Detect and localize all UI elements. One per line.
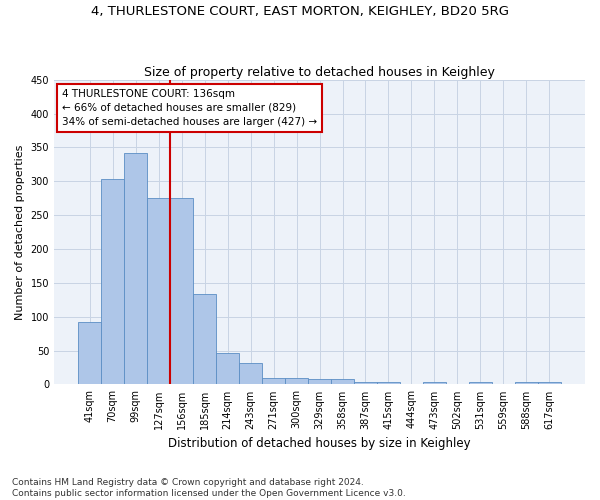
Bar — [515, 382, 538, 384]
Bar — [239, 364, 262, 384]
Text: 4 THURLESTONE COURT: 136sqm
← 66% of detached houses are smaller (829)
34% of se: 4 THURLESTONE COURT: 136sqm ← 66% of det… — [62, 89, 317, 127]
Y-axis label: Number of detached properties: Number of detached properties — [15, 144, 25, 320]
Bar — [216, 352, 239, 384]
Bar — [193, 294, 216, 384]
Bar — [170, 198, 193, 384]
Bar — [147, 198, 170, 384]
Bar — [538, 382, 561, 384]
Bar — [262, 378, 285, 384]
Bar — [308, 379, 331, 384]
Bar — [78, 322, 101, 384]
Bar — [124, 154, 147, 384]
Text: 4, THURLESTONE COURT, EAST MORTON, KEIGHLEY, BD20 5RG: 4, THURLESTONE COURT, EAST MORTON, KEIGH… — [91, 5, 509, 18]
Bar — [354, 382, 377, 384]
Bar — [377, 382, 400, 384]
Bar — [101, 179, 124, 384]
Bar — [469, 382, 492, 384]
Title: Size of property relative to detached houses in Keighley: Size of property relative to detached ho… — [144, 66, 495, 78]
Bar — [285, 378, 308, 384]
Text: Contains HM Land Registry data © Crown copyright and database right 2024.
Contai: Contains HM Land Registry data © Crown c… — [12, 478, 406, 498]
X-axis label: Distribution of detached houses by size in Keighley: Distribution of detached houses by size … — [168, 437, 471, 450]
Bar — [423, 382, 446, 384]
Bar — [331, 379, 354, 384]
